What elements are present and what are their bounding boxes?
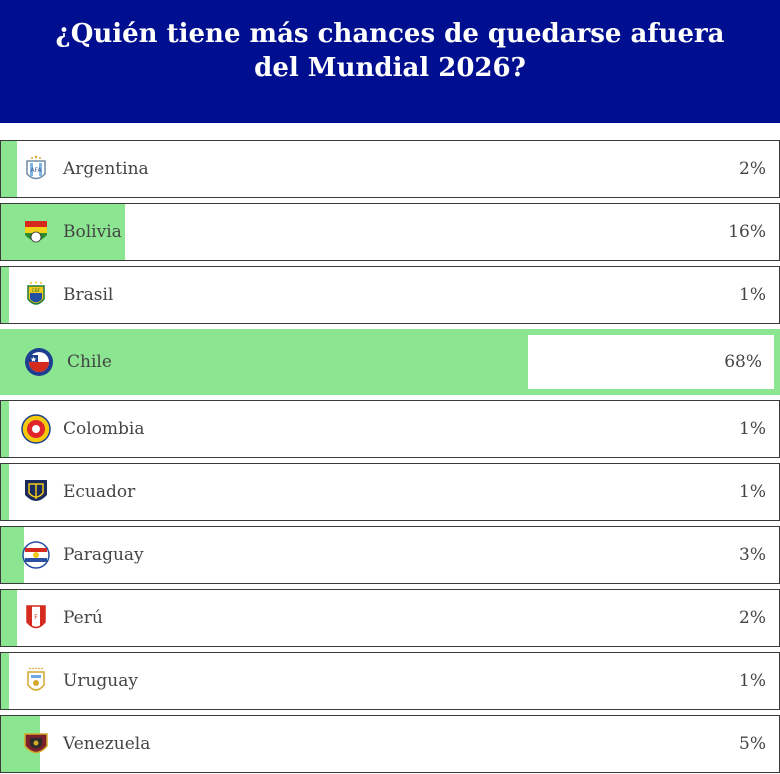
result-bar bbox=[6, 335, 529, 389]
team-name: Ecuador bbox=[63, 482, 136, 502]
result-bar bbox=[1, 204, 126, 260]
team-percent: 5% bbox=[739, 734, 766, 754]
svg-text:AFA: AFA bbox=[30, 167, 42, 174]
svg-text:F: F bbox=[34, 614, 38, 621]
team-name: Bolivia bbox=[63, 222, 122, 242]
result-bar bbox=[1, 527, 25, 583]
result-bar bbox=[1, 653, 9, 709]
team-name: Chile bbox=[67, 352, 112, 372]
team-name: Uruguay bbox=[63, 671, 138, 691]
result-bar bbox=[1, 590, 17, 646]
team-percent: 2% bbox=[739, 608, 766, 628]
result-bar bbox=[1, 141, 17, 197]
poll-header: ¿Quién tiene más chances de quedarse afu… bbox=[0, 0, 780, 123]
result-bar bbox=[1, 267, 9, 323]
team-name: Argentina bbox=[63, 159, 149, 179]
venezuela-crest-icon bbox=[24, 733, 48, 754]
option-ecuador[interactable]: Ecuador 1% bbox=[0, 463, 780, 521]
option-chile-inner bbox=[6, 335, 774, 389]
option-bolivia[interactable]: Bolivia 16% bbox=[0, 203, 780, 261]
team-name: Colombia bbox=[63, 419, 145, 439]
brasil-crest-icon: CBF bbox=[27, 281, 45, 305]
option-brasil[interactable]: CBF Brasil 1% bbox=[0, 266, 780, 324]
team-percent: 3% bbox=[739, 545, 766, 565]
team-name: Venezuela bbox=[63, 734, 151, 754]
result-bar bbox=[1, 401, 9, 457]
ecuador-crest-icon bbox=[25, 480, 47, 501]
team-percent: 1% bbox=[739, 482, 766, 502]
paraguay-crest-icon bbox=[22, 541, 50, 569]
argentina-crest-icon: AFA bbox=[26, 155, 46, 180]
option-paraguay[interactable]: Paraguay 3% bbox=[0, 526, 780, 584]
team-percent: 1% bbox=[739, 419, 766, 439]
team-percent: 1% bbox=[739, 285, 766, 305]
option-chile[interactable]: Chile 68% bbox=[0, 329, 780, 395]
team-name: Perú bbox=[63, 608, 103, 628]
team-name: Paraguay bbox=[63, 545, 144, 565]
option-venezuela[interactable]: Venezuela 5% bbox=[0, 715, 780, 773]
uruguay-crest-icon bbox=[27, 667, 45, 691]
result-bar bbox=[1, 464, 9, 520]
team-percent: 16% bbox=[728, 222, 766, 242]
option-uruguay[interactable]: Uruguay 1% bbox=[0, 652, 780, 710]
team-percent: 1% bbox=[739, 671, 766, 691]
option-peru[interactable]: F Perú 2% bbox=[0, 589, 780, 647]
option-argentina[interactable]: AFA Argentina 2% bbox=[0, 140, 780, 198]
bolivia-crest-icon bbox=[25, 221, 47, 243]
peru-crest-icon: F bbox=[26, 605, 46, 629]
poll-question: ¿Quién tiene más chances de quedarse afu… bbox=[55, 19, 725, 83]
team-percent: 68% bbox=[724, 352, 762, 372]
colombia-crest-icon bbox=[21, 414, 51, 444]
svg-text:CBF: CBF bbox=[32, 288, 41, 294]
team-name: Brasil bbox=[63, 285, 114, 305]
option-colombia[interactable]: Colombia 1% bbox=[0, 400, 780, 458]
team-percent: 2% bbox=[739, 159, 766, 179]
chile-crest-icon bbox=[25, 348, 53, 376]
